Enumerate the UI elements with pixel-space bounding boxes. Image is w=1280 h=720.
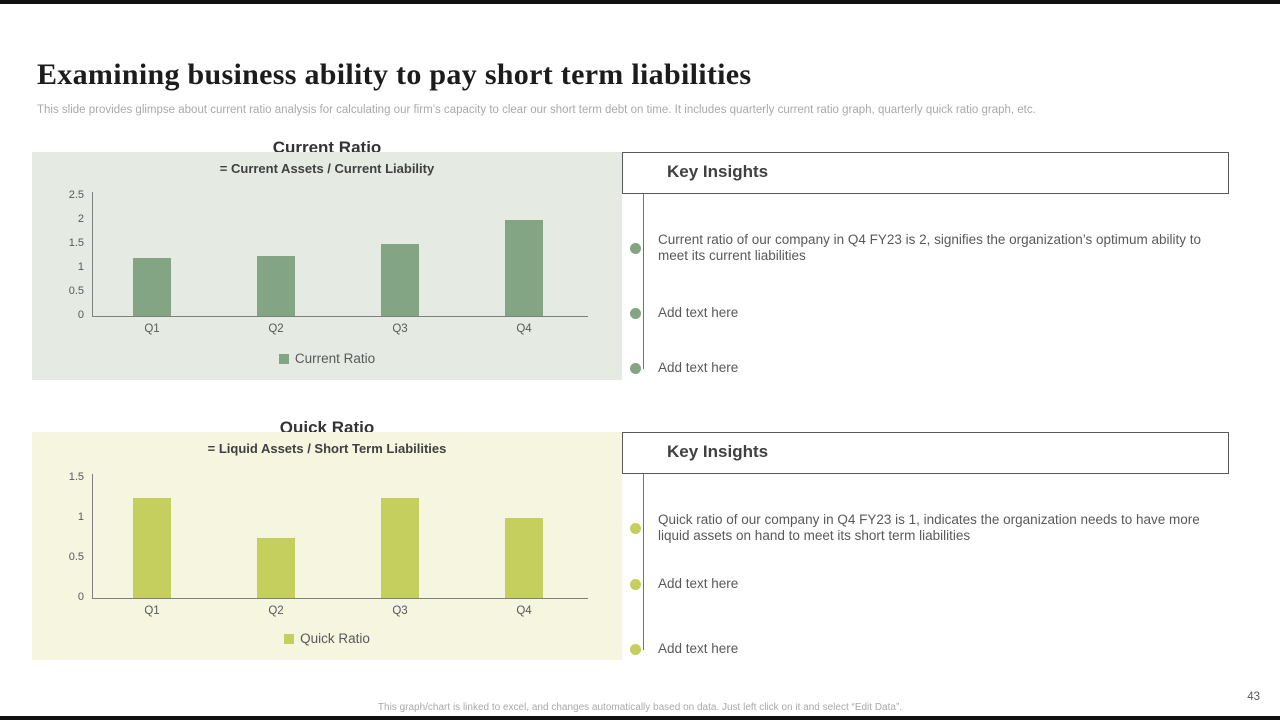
chart2-legend: Quick Ratio xyxy=(32,631,622,646)
chart2-legend-label: Quick Ratio xyxy=(300,631,370,646)
add-text-placeholder[interactable]: Add text here xyxy=(658,304,739,320)
bullet-dot-icon xyxy=(630,522,641,534)
chart1-legend-label: Current Ratio xyxy=(294,351,376,366)
key-insights-2-title: Key Insights xyxy=(667,442,769,461)
chart1-formula-title: = Current Assets / Current Liability xyxy=(219,161,435,176)
insight-item[interactable]: Add text here xyxy=(630,352,1215,384)
y-tick-label: 1.5 xyxy=(68,471,84,483)
legend-swatch-icon xyxy=(278,353,289,364)
x-axis-line xyxy=(92,316,588,317)
page-title: Examining business ability to pay short … xyxy=(37,58,752,92)
x-tick-label: Q1 xyxy=(144,323,160,335)
y-tick-label: 1 xyxy=(77,511,84,523)
bar-Q1 xyxy=(133,258,171,316)
x-tick-label: Q3 xyxy=(392,323,408,335)
x-tick-label: Q4 xyxy=(516,323,532,335)
bar-Q4 xyxy=(505,518,543,598)
bar-Q3 xyxy=(381,498,419,598)
add-text-placeholder[interactable]: Add text here xyxy=(658,575,739,591)
bullet-dot-icon xyxy=(630,578,641,590)
insight-item: Current ratio of our company in Q4 FY23 … xyxy=(630,224,1215,272)
x-tick-label: Q2 xyxy=(268,605,284,617)
x-tick-label: Q3 xyxy=(392,605,408,617)
insight-item[interactable]: Add text here xyxy=(630,568,1215,600)
bar-Q3 xyxy=(381,244,419,316)
legend-swatch-icon xyxy=(284,633,295,644)
current-ratio-chart[interactable]: = Current Assets / Current Liability Cur… xyxy=(32,152,622,380)
bullet-dot-icon xyxy=(630,307,641,319)
quick-ratio-chart[interactable]: = Liquid Assets / Short Term Liabilities… xyxy=(32,432,622,660)
y-tick-label: 1 xyxy=(77,261,84,273)
bullet-dot-icon xyxy=(630,643,641,655)
insight-text: Current ratio of our company in Q4 FY23 … xyxy=(658,231,1202,263)
y-axis-line xyxy=(92,192,93,316)
y-tick-label: 2 xyxy=(77,213,84,225)
y-tick-label: 0.5 xyxy=(68,285,84,297)
key-insights-1-box: Key Insights xyxy=(622,152,1229,194)
add-text-placeholder[interactable]: Add text here xyxy=(658,640,739,656)
insight-item[interactable]: Add text here xyxy=(630,633,1215,665)
key-insights-1-title: Key Insights xyxy=(667,162,769,181)
excel-link-note: This graph/chart is linked to excel, and… xyxy=(377,702,903,713)
bar-Q2 xyxy=(257,538,295,598)
bullet-dot-icon xyxy=(630,362,641,374)
y-tick-label: 0.5 xyxy=(68,551,84,563)
top-edge-bar xyxy=(0,0,1280,4)
bar-Q1 xyxy=(133,498,171,598)
bar-Q4 xyxy=(505,220,543,316)
y-tick-label: 0 xyxy=(77,309,84,321)
y-tick-label: 2.5 xyxy=(68,189,84,201)
insight-item: Quick ratio of our company in Q4 FY23 is… xyxy=(630,504,1215,552)
x-tick-label: Q4 xyxy=(516,605,532,617)
add-text-placeholder[interactable]: Add text here xyxy=(658,359,739,375)
bottom-edge-bar xyxy=(0,716,1280,720)
x-tick-label: Q2 xyxy=(268,323,284,335)
bullet-dot-icon xyxy=(630,242,641,254)
page-number: 43 xyxy=(1247,691,1260,703)
key-insights-2-box: Key Insights xyxy=(622,432,1229,474)
key-insights-1-connector-line xyxy=(643,194,644,369)
y-tick-label: 0 xyxy=(77,591,84,603)
chart2-formula-title: = Liquid Assets / Short Term Liabilities xyxy=(207,441,447,456)
y-axis-line xyxy=(92,474,93,598)
y-tick-label: 1.5 xyxy=(68,237,84,249)
x-tick-label: Q1 xyxy=(144,605,160,617)
insight-item[interactable]: Add text here xyxy=(630,297,1215,329)
insight-text: Quick ratio of our company in Q4 FY23 is… xyxy=(658,511,1200,543)
x-axis-line xyxy=(92,598,588,599)
chart1-legend: Current Ratio xyxy=(32,351,622,366)
bar-Q2 xyxy=(257,256,295,316)
key-insights-2-connector-line xyxy=(643,474,644,650)
page-subtitle: This slide provides glimpse about curren… xyxy=(37,103,1036,116)
